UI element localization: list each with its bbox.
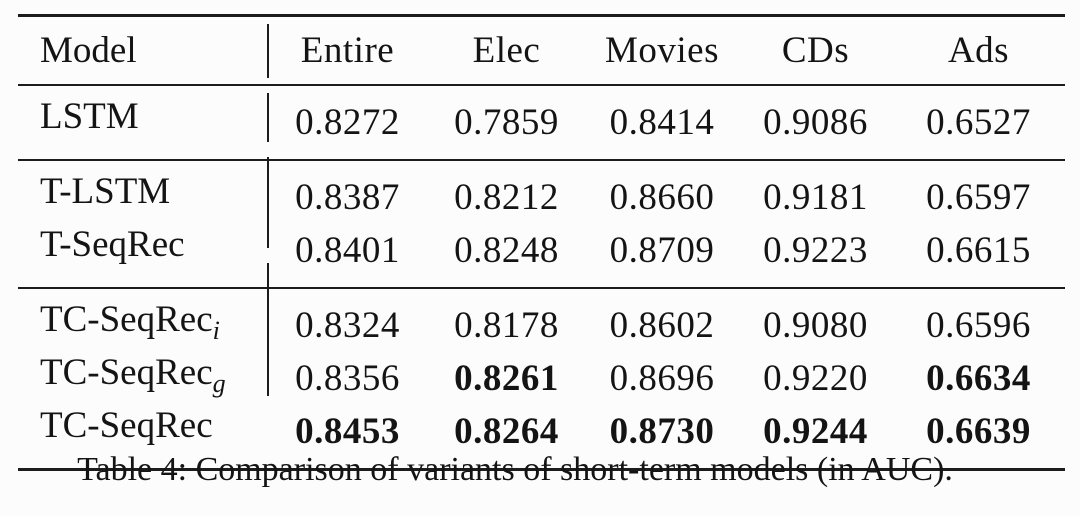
column-separator-line: [267, 93, 269, 142]
results-table: Model Entire Elec Movies CDs Ads LSTM 0.…: [18, 14, 1065, 471]
value-cell: 0.8324: [295, 304, 400, 346]
model-cell: LSTM: [18, 85, 267, 160]
value-cell: 0.8261: [454, 357, 559, 399]
column-header-movies: Movies: [605, 30, 719, 71]
value-cell: 0.6634: [926, 357, 1031, 399]
value-cell: 0.8453: [295, 410, 400, 452]
column-separator-line: [267, 157, 269, 248]
value-cell: 0.6597: [926, 176, 1031, 218]
value-cell: 0.8178: [454, 304, 559, 346]
column-header-entire: Entire: [300, 30, 395, 71]
model-name: T-SeqRec: [40, 224, 185, 265]
table-row: T-SeqRec 0.8401 0.8248 0.8709 0.9223 0.6…: [18, 224, 1065, 288]
value-cell: 0.8264: [454, 410, 559, 452]
column-header-ads: Ads: [947, 30, 1010, 71]
model-cell: TC-SeqReci: [18, 288, 267, 352]
value-cell: 0.6639: [926, 410, 1031, 452]
model-subscript: g: [212, 369, 226, 398]
row-group-tc-variants: TC-SeqReci 0.8324 0.8178 0.8602 0.9080 0…: [18, 288, 1065, 470]
value-cell: 0.8212: [454, 176, 559, 218]
table-row: T-LSTM 0.8387 0.8212 0.8660 0.9181 0.659…: [18, 160, 1065, 224]
model-name: LSTM: [40, 96, 139, 137]
value-cell: 0.8272: [295, 101, 400, 143]
value-cell: 0.9181: [763, 176, 868, 218]
value-cell: 0.6596: [926, 304, 1031, 346]
value-cell: 0.7859: [454, 101, 559, 143]
model-name: TC-SeqRec: [40, 405, 213, 446]
model-name: TC-SeqRec: [40, 299, 213, 340]
model-cell: T-SeqRec: [18, 224, 267, 288]
value-cell: 0.9223: [763, 229, 868, 271]
column-header-model: Model: [40, 30, 137, 71]
column-header-cds: CDs: [781, 30, 850, 71]
model-name: T-LSTM: [40, 171, 171, 212]
value-cell: 0.9244: [763, 410, 868, 452]
value-cell: 0.8696: [609, 357, 715, 399]
value-cell: 0.6615: [926, 229, 1031, 271]
table-row: LSTM 0.8272 0.7859 0.8414 0.9086 0.6527: [18, 85, 1065, 160]
table-row: TC-SeqRecg 0.8356 0.8261 0.8696 0.9220 0…: [18, 352, 1065, 405]
value-cell: 0.8660: [609, 176, 715, 218]
value-cell: 0.8356: [295, 357, 400, 399]
model-cell: TC-SeqRec: [18, 405, 267, 470]
value-cell: 0.6527: [926, 101, 1031, 143]
value-cell: 0.8709: [609, 229, 715, 271]
column-separator-line: [267, 24, 269, 78]
value-cell: 0.9080: [763, 304, 868, 346]
value-cell: 0.8730: [609, 410, 715, 452]
table-header: Model Entire Elec Movies CDs Ads: [18, 16, 1065, 86]
model-cell: TC-SeqRecg: [18, 352, 267, 405]
column-separator-line: [267, 263, 269, 396]
value-cell: 0.9220: [763, 357, 868, 399]
value-cell: 0.9086: [763, 101, 868, 143]
value-cell: 0.8248: [454, 229, 559, 271]
value-cell: 0.8602: [609, 304, 715, 346]
value-cell: 0.8401: [295, 229, 400, 271]
table-row: TC-SeqReci 0.8324 0.8178 0.8602 0.9080 0…: [18, 288, 1065, 352]
table-caption: Table 4: Comparison of variants of short…: [77, 451, 953, 488]
model-subscript: i: [212, 316, 220, 345]
row-group-baseline: LSTM 0.8272 0.7859 0.8414 0.9086 0.6527: [18, 85, 1065, 160]
column-header-elec: Elec: [472, 30, 541, 71]
row-group-time-models: T-LSTM 0.8387 0.8212 0.8660 0.9181 0.659…: [18, 160, 1065, 288]
model-cell: T-LSTM: [18, 160, 267, 224]
header-row: Model Entire Elec Movies CDs Ads: [18, 16, 1065, 86]
value-cell: 0.8414: [609, 101, 715, 143]
table-row: TC-SeqRec 0.8453 0.8264 0.8730 0.9244 0.…: [18, 405, 1065, 470]
value-cell: 0.8387: [295, 176, 400, 218]
model-name: TC-SeqRec: [40, 352, 213, 393]
